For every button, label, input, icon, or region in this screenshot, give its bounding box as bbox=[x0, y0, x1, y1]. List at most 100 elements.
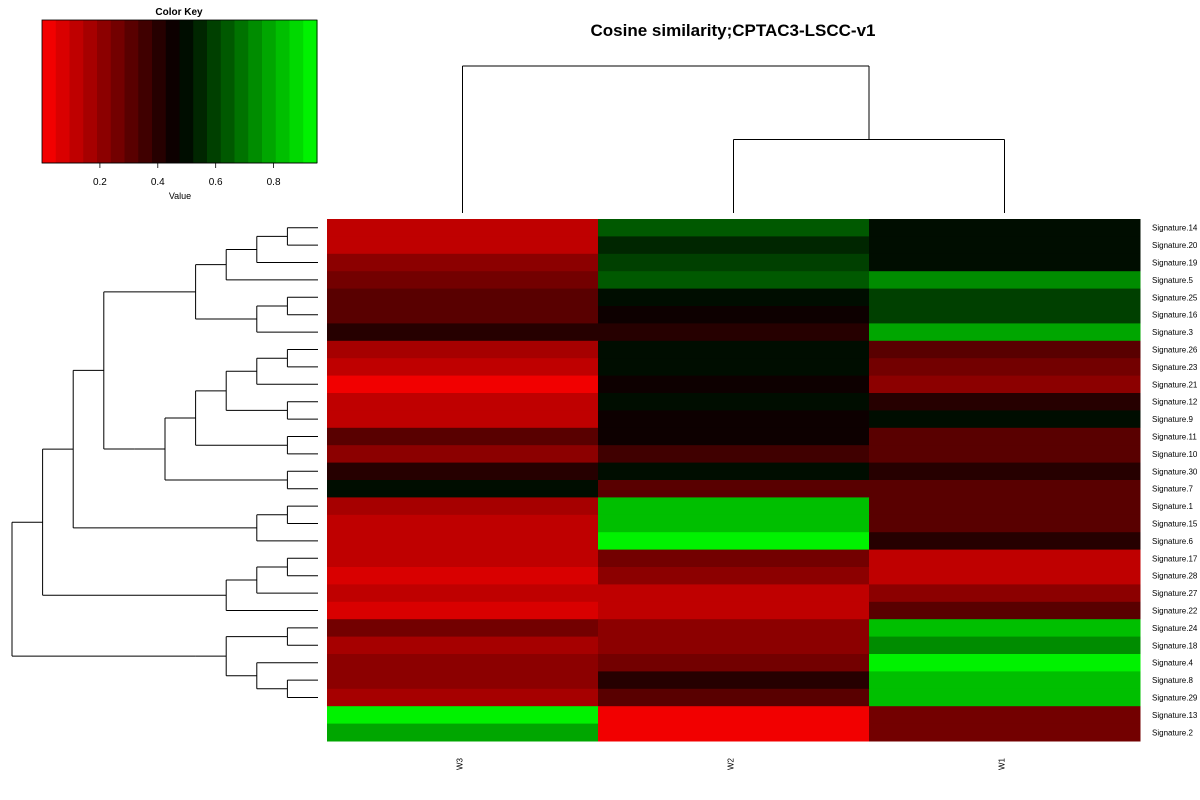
heatmap-cell bbox=[598, 323, 870, 342]
heatmap-cell bbox=[869, 219, 1141, 237]
heatmap-cell bbox=[327, 636, 599, 655]
heatmap-cell bbox=[327, 688, 599, 707]
row-label: Signature.4 bbox=[1152, 659, 1193, 668]
heatmap-cell bbox=[598, 271, 870, 290]
color-key-band bbox=[152, 20, 167, 163]
heatmap-cell bbox=[598, 671, 870, 690]
heatmap-cell bbox=[327, 654, 599, 672]
column-label: W2 bbox=[727, 757, 736, 770]
row-label: Signature.3 bbox=[1152, 328, 1193, 337]
heatmap-cell bbox=[327, 306, 599, 324]
heatmap-cell bbox=[598, 549, 870, 568]
color-key-band bbox=[207, 20, 222, 163]
heatmap-cell bbox=[869, 323, 1141, 342]
row-label: Signature.18 bbox=[1152, 641, 1198, 650]
row-label: Signature.23 bbox=[1152, 363, 1198, 372]
heatmap-cell bbox=[598, 532, 870, 551]
heatmap-cell bbox=[598, 497, 870, 516]
heatmap-cells bbox=[327, 219, 1141, 742]
color-key-band bbox=[262, 20, 277, 163]
heatmap-cell bbox=[869, 393, 1141, 411]
row-label: Signature.14 bbox=[1152, 224, 1198, 233]
color-key-band bbox=[193, 20, 208, 163]
heatmap-cell bbox=[869, 706, 1141, 725]
heatmap-cell bbox=[869, 480, 1141, 498]
row-label: Signature.8 bbox=[1152, 676, 1193, 685]
heatmap-cell bbox=[869, 358, 1141, 377]
color-key-axis: 0.2 0.4 0.6 0.8 bbox=[42, 162, 317, 188]
heatmap-cell bbox=[869, 410, 1141, 429]
row-label: Signature.1 bbox=[1152, 502, 1193, 511]
heatmap-cell bbox=[327, 497, 599, 516]
heatmap-cell bbox=[598, 358, 870, 377]
heatmap-cell bbox=[327, 410, 599, 429]
heatmap-cell bbox=[869, 654, 1141, 672]
heatmap-cell bbox=[869, 549, 1141, 568]
color-key-title: Color Key bbox=[155, 7, 203, 18]
heatmap-cell bbox=[869, 514, 1141, 533]
row-label: Signature.29 bbox=[1152, 694, 1198, 703]
heatmap-cell bbox=[327, 706, 599, 725]
heatmap-cell bbox=[869, 340, 1141, 359]
heatmap-cell bbox=[327, 480, 599, 498]
heatmap-cell bbox=[598, 654, 870, 672]
color-key-band bbox=[69, 20, 84, 163]
heatmap-cell bbox=[327, 271, 599, 290]
heatmap-cell bbox=[869, 671, 1141, 690]
color-key-band bbox=[303, 20, 318, 163]
heatmap-cell bbox=[327, 219, 599, 237]
heatmap-cell bbox=[598, 340, 870, 359]
color-key-band bbox=[179, 20, 194, 163]
row-label: Signature.11 bbox=[1152, 433, 1197, 442]
heatmap-cell bbox=[327, 584, 599, 603]
heatmap-cell bbox=[869, 567, 1141, 585]
color-key-band bbox=[248, 20, 263, 163]
heatmap-cell bbox=[598, 514, 870, 533]
heatmap-cell bbox=[598, 393, 870, 411]
heatmap-cell bbox=[869, 462, 1141, 481]
color-key-band bbox=[97, 20, 112, 163]
row-label: Signature.2 bbox=[1152, 728, 1193, 737]
chart-title: Cosine similarity;CPTAC3-LSCC-v1 bbox=[591, 21, 876, 40]
color-key-band bbox=[110, 20, 126, 163]
heatmap-cell bbox=[327, 532, 599, 551]
heatmap-cell bbox=[598, 480, 870, 498]
heatmap-cell bbox=[598, 427, 870, 446]
heatmap-cell bbox=[869, 445, 1141, 464]
color-key: Color Key 0.2 0.4 0.6 0.8 Value bbox=[41, 7, 318, 201]
heatmap-cell bbox=[598, 636, 870, 655]
color-key-tick-label: 0.8 bbox=[267, 177, 281, 188]
column-label: W3 bbox=[456, 757, 465, 770]
row-label: Signature.28 bbox=[1152, 572, 1198, 581]
heatmap-cell bbox=[598, 619, 870, 638]
heatmap-cell bbox=[869, 636, 1141, 655]
color-key-band bbox=[165, 20, 181, 163]
heatmap-cell bbox=[327, 323, 599, 342]
heatmap-cell bbox=[869, 497, 1141, 516]
color-key-band bbox=[289, 20, 304, 163]
color-key-xlabel: Value bbox=[169, 191, 191, 201]
heatmap-cell bbox=[327, 253, 599, 272]
row-label: Signature.17 bbox=[1152, 554, 1198, 563]
row-label: Signature.26 bbox=[1152, 346, 1198, 355]
heatmap-cell bbox=[327, 393, 599, 411]
heatmap-cell bbox=[327, 567, 599, 585]
heatmap-cell bbox=[869, 601, 1141, 620]
heatmap-cell bbox=[327, 445, 599, 464]
color-key-gradient bbox=[42, 20, 318, 163]
column-dendrogram bbox=[462, 65, 1005, 213]
row-label: Signature.20 bbox=[1152, 241, 1198, 250]
heatmap-cell bbox=[598, 375, 870, 394]
heatmap-cell bbox=[598, 219, 870, 237]
color-key-tick-label: 0.6 bbox=[209, 177, 223, 188]
heatmap-cell bbox=[869, 271, 1141, 290]
heatmap-cell bbox=[598, 462, 870, 481]
heatmap-cell bbox=[598, 723, 870, 742]
heatmap-cell bbox=[598, 567, 870, 585]
heatmap-cell bbox=[327, 671, 599, 690]
heatmap-cell bbox=[869, 288, 1141, 307]
heatmap-cell bbox=[869, 306, 1141, 324]
row-label: Signature.21 bbox=[1152, 380, 1198, 389]
heatmap-cell bbox=[869, 532, 1141, 551]
color-key-band bbox=[83, 20, 98, 163]
